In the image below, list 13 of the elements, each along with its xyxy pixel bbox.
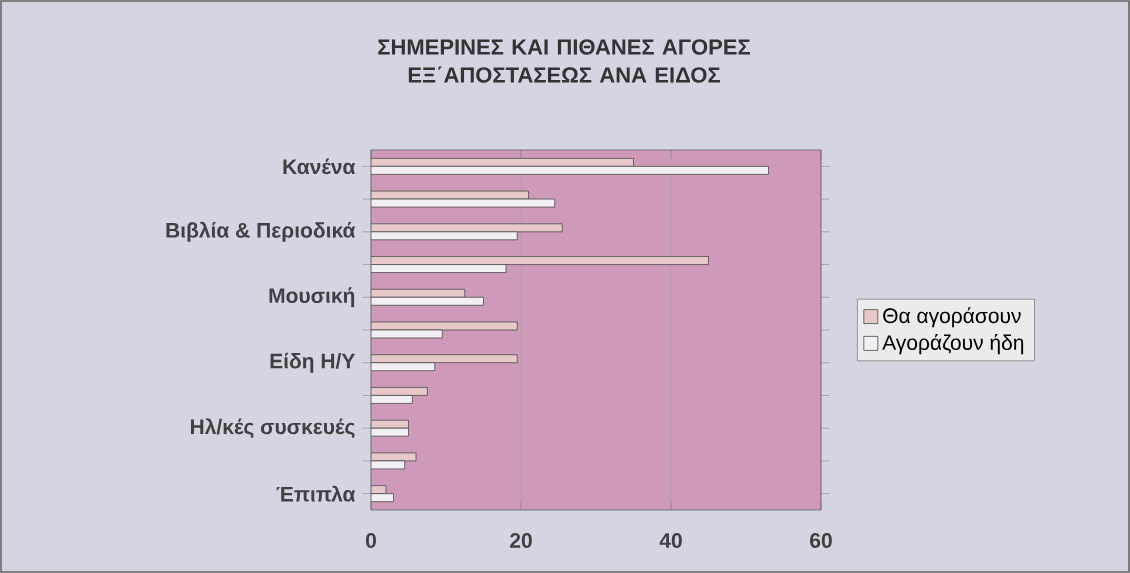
chart-title: ΣΗΜΕΡΙΝΕΣ ΚΑΙ ΠΙΘΑΝΕΣ ΑΓΟΡΕΣ ΕΞ΄ΑΠΟΣΤΑΣΕΩΣ ΑΝΑ ΕΙΔΟΣ: [378, 39, 750, 83]
y-tick-label: Μουσική: [269, 287, 355, 308]
x-tick-label: 0: [365, 533, 376, 548]
y-tick-label: Είδη Η/Υ: [270, 352, 356, 373]
y-tick-label: Κανένα: [283, 158, 356, 175]
y-tick-label: Έπιπλα: [276, 485, 356, 502]
y-tick-label: Ηλ/κές συσκευές: [190, 418, 355, 439]
legend-label: Θα αγοράσουν: [883, 307, 1021, 328]
legend-label: Αγοράζουν ήδη: [882, 334, 1024, 355]
y-tick-label: Βιβλία & Περιοδικά: [166, 221, 356, 242]
x-tick-label: 40: [659, 533, 682, 548]
x-tick-label: 60: [810, 533, 832, 548]
x-tick-label: 20: [510, 533, 532, 548]
